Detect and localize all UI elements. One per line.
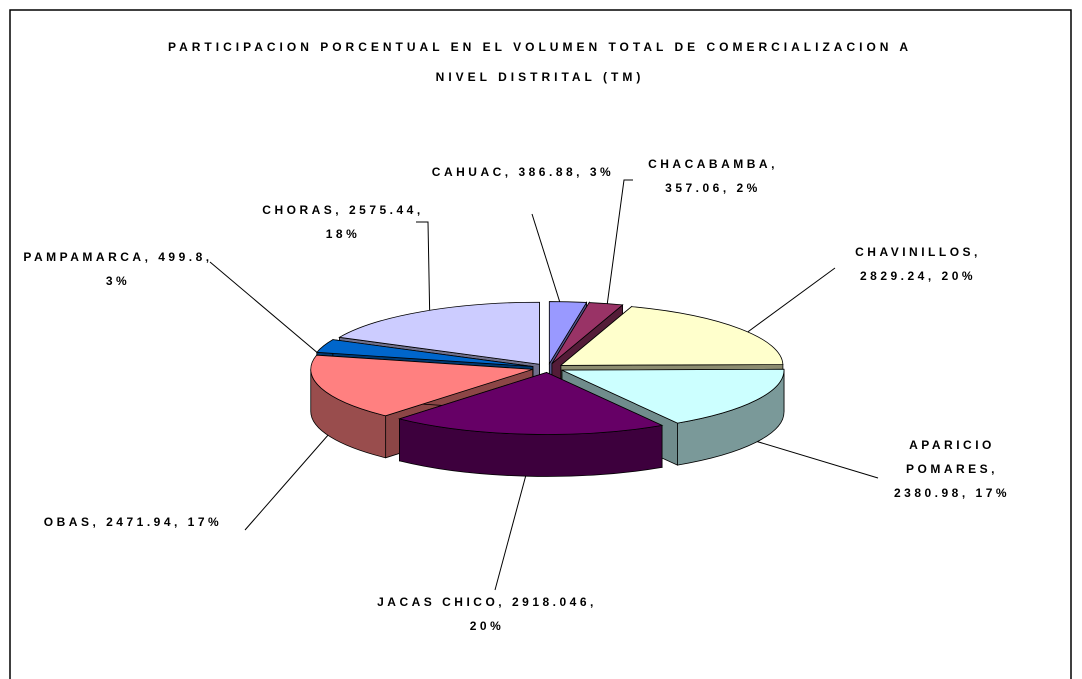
data-label: APARICIO POMARES, 2380.98, 17% [893,438,1011,500]
data-label: JACAS CHICO, 2918.046, 20% [377,595,597,633]
leader-line [209,261,327,361]
data-label: CHORAS, 2575.44, 18% [262,203,424,241]
leader-line [244,425,337,531]
slice-top [338,301,540,365]
data-label: OBAS, 2471.94, 17% [43,515,223,529]
leader-line [416,221,431,331]
slice-top [548,301,588,365]
leader-line [751,439,879,479]
leader-line [494,459,531,591]
data-label: PAMPAMARCA, 499.8, 3% [23,250,213,288]
slice-top [310,354,533,417]
slice-top [551,302,624,364]
slice [397,371,664,477]
slice-top [561,368,785,424]
frame [9,9,1072,679]
data-label: CHACABAMBA, 357.06, 2% [648,157,778,195]
slice-top [397,372,664,435]
leader-line [603,179,633,329]
data-label: CHAVINILLOS, 2829.24, 20% [855,245,981,283]
slice-top [559,306,784,366]
chart-title: PARTICIPACION PORCENTUAL EN EL VOLUMEN T… [167,40,912,84]
leader-lines [209,179,879,591]
data-label: CAHUAC, 386.88, 3% [431,165,615,179]
slice-top [315,339,533,367]
